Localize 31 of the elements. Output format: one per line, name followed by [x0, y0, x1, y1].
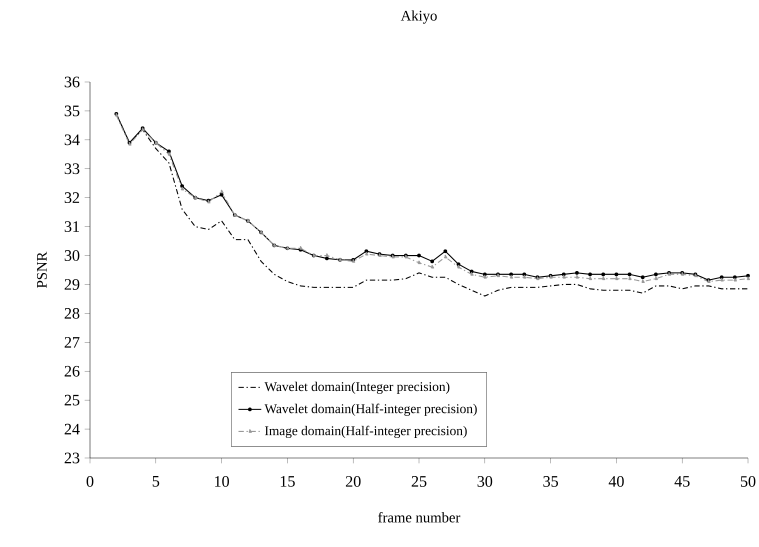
x-axis-title: frame number — [378, 512, 460, 522]
chart-title: Akiyo — [400, 10, 437, 24]
y-tick-label: 35 — [64, 106, 80, 116]
y-tick-label: 36 — [64, 76, 80, 88]
y-tick-label: 34 — [64, 134, 80, 146]
y-tick-label: 24 — [64, 424, 80, 434]
x-tick-label: 35 — [543, 476, 558, 487]
y-tick-label: 32 — [64, 192, 80, 204]
y-tick-label: 25 — [64, 394, 80, 406]
y-tick-label: 28 — [64, 308, 80, 319]
x-tick-label: 10 — [215, 476, 229, 487]
x-tick-label: 30 — [478, 476, 492, 487]
x-tick-label: 40 — [608, 476, 624, 487]
y-axis-title: PSNR — [36, 252, 47, 288]
x-tick-label: 5 — [152, 476, 160, 487]
x-tick-label: 50 — [740, 476, 756, 487]
y-tick-label: 29 — [64, 279, 80, 290]
x-tick-label: 20 — [346, 476, 361, 487]
y-tick-label: 23 — [64, 452, 80, 464]
y-tick-label: 26 — [64, 366, 80, 377]
x-tick-label: 0 — [86, 476, 94, 487]
legend-label: Wavelet domain(Half-integer precision) — [264, 404, 477, 416]
legend-label: Wavelet domain(Integer precision) — [264, 382, 450, 394]
y-tick-label: 30 — [64, 250, 80, 261]
legend-label: Image domain(Half-integer precision) — [264, 426, 467, 438]
y-tick-label: 27 — [64, 337, 80, 348]
x-tick-label: 45 — [674, 476, 690, 487]
y-tick-label: 31 — [64, 221, 80, 232]
x-tick-label: 25 — [412, 476, 426, 487]
x-tick-label: 15 — [280, 476, 295, 487]
y-tick-label: 33 — [64, 163, 80, 174]
